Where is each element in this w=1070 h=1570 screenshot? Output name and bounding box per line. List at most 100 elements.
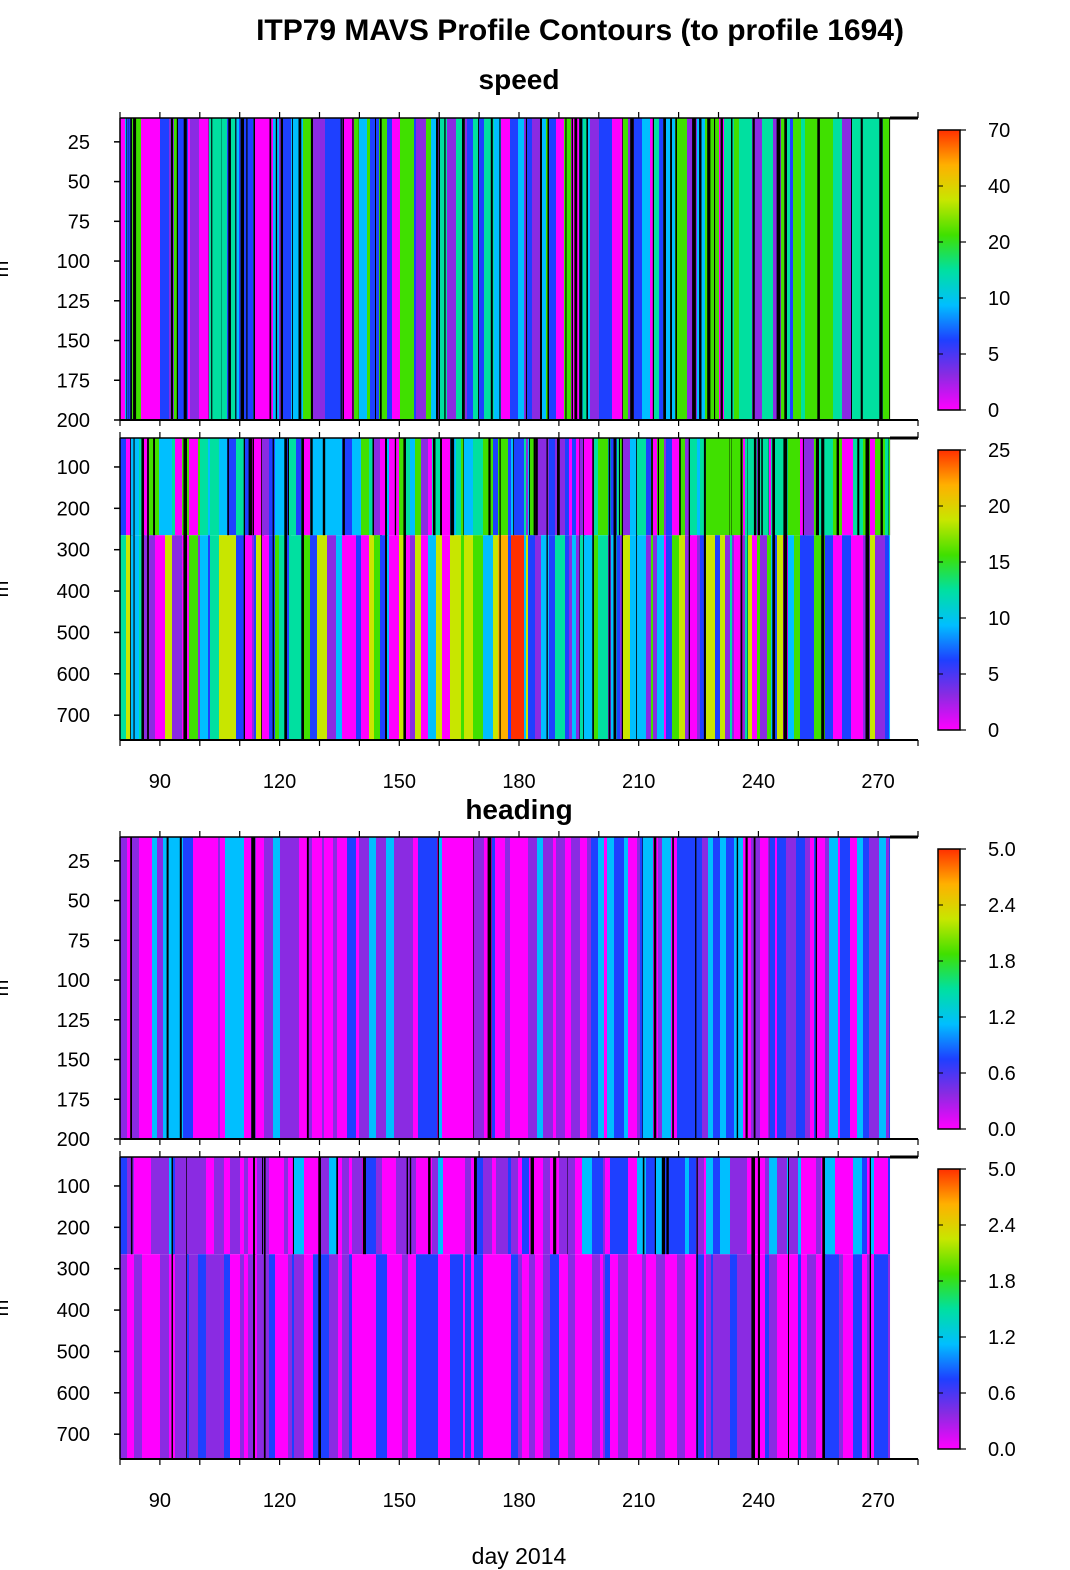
figure-title: ITP79 MAVS Profile Contours (to profile … <box>256 14 904 47</box>
field-cell <box>677 118 687 420</box>
field-cell <box>842 535 851 740</box>
field-cell <box>127 1157 134 1255</box>
field-cell <box>321 1254 329 1459</box>
field-cell <box>442 535 450 740</box>
field-cell <box>510 837 513 1139</box>
field-cell <box>248 1157 253 1255</box>
field-cell <box>604 118 612 420</box>
field-cell <box>620 438 623 536</box>
field-cell <box>878 1157 888 1255</box>
field-cell <box>580 535 584 740</box>
field-cell <box>498 438 508 536</box>
field-cell <box>415 535 421 740</box>
colorbar-tick-label: 2.4 <box>988 895 1016 917</box>
field-cell <box>612 118 620 420</box>
field-cell <box>508 438 511 536</box>
field-cell <box>804 438 814 536</box>
y-tick-label: 600 <box>57 664 90 686</box>
field-cell <box>770 837 775 1139</box>
field-cell <box>428 837 437 1139</box>
x-tick-label: 240 <box>742 771 775 793</box>
field-cell <box>765 1157 769 1255</box>
field-cell <box>369 535 374 740</box>
contour-line <box>428 1157 431 1255</box>
contour-line <box>546 438 548 740</box>
field-cell <box>637 1157 642 1255</box>
y-tick-label: 150 <box>57 1050 90 1072</box>
x-tick-label: 270 <box>861 1490 894 1512</box>
colorbar-tick-label: 1.8 <box>988 1271 1016 1293</box>
field-cell <box>685 1254 689 1459</box>
field-cell <box>743 438 745 536</box>
contour-line <box>318 1157 322 1459</box>
colorbar-tick-label: 0 <box>988 720 999 742</box>
y-tick-label: 600 <box>57 1383 90 1405</box>
field-cell <box>376 1157 382 1255</box>
contour-line <box>557 438 560 536</box>
contour-line <box>865 438 870 740</box>
contour-line <box>240 118 244 420</box>
field-cell <box>725 535 730 740</box>
field-cell <box>543 837 553 1139</box>
field-cell <box>409 118 414 420</box>
field-cell <box>296 438 301 536</box>
field-cell <box>628 1254 637 1459</box>
field-cell <box>400 118 409 420</box>
field-cell <box>511 438 514 536</box>
field-cell <box>187 1157 189 1255</box>
field-cell <box>142 1157 151 1255</box>
field-cell <box>637 535 646 740</box>
contour-line <box>306 837 309 1139</box>
field-cell <box>618 837 624 1139</box>
contour-line <box>284 438 288 740</box>
field-cell <box>220 837 225 1139</box>
field-cell <box>324 837 333 1139</box>
field-cell <box>160 1254 169 1459</box>
field-cell <box>519 837 528 1139</box>
field-cell <box>483 535 493 740</box>
field-cell <box>775 837 777 1139</box>
field-cell <box>888 1157 891 1255</box>
field-cell <box>720 1157 730 1255</box>
field-cell <box>310 535 317 740</box>
field-cell <box>697 535 700 740</box>
field-cell <box>840 837 850 1139</box>
field-cell <box>500 1157 505 1255</box>
field-cell <box>369 438 374 536</box>
field-cell <box>687 118 697 420</box>
field-cell <box>310 438 317 536</box>
field-cell <box>549 535 555 740</box>
field-cell <box>888 1254 891 1459</box>
field-cell <box>777 535 783 740</box>
contour-line <box>130 118 132 420</box>
field-cell <box>760 837 765 1139</box>
field-cell <box>734 535 743 740</box>
colorbar-tick-label: 10 <box>988 608 1010 630</box>
field-cell <box>706 535 715 740</box>
field-cell <box>642 118 650 420</box>
field-cell <box>640 837 643 1139</box>
panel-4: 100 200 300 400 500 600 700 m 90 120 150 180 210 240 2… <box>0 1151 1016 1512</box>
field-cell <box>637 1254 642 1459</box>
field-cell <box>812 837 814 1139</box>
contour-line <box>379 118 382 420</box>
contour-line <box>707 118 711 420</box>
field-cell <box>421 535 428 740</box>
field-cell <box>659 118 663 420</box>
field-cell <box>730 438 732 536</box>
field-cell <box>402 1157 408 1255</box>
field-cell <box>421 438 428 536</box>
contour-line <box>642 1157 645 1255</box>
field-cell <box>712 118 719 420</box>
field-cell <box>677 1254 685 1459</box>
field-cell <box>656 1157 665 1255</box>
field-cell <box>628 1157 637 1255</box>
y-tick-label: 200 <box>57 498 90 520</box>
field-cell <box>493 438 498 536</box>
field-cell <box>287 535 289 740</box>
field-cell <box>886 837 889 1139</box>
field-cell <box>505 837 510 1139</box>
field-cell <box>257 1157 263 1255</box>
field-cell <box>450 1157 457 1255</box>
